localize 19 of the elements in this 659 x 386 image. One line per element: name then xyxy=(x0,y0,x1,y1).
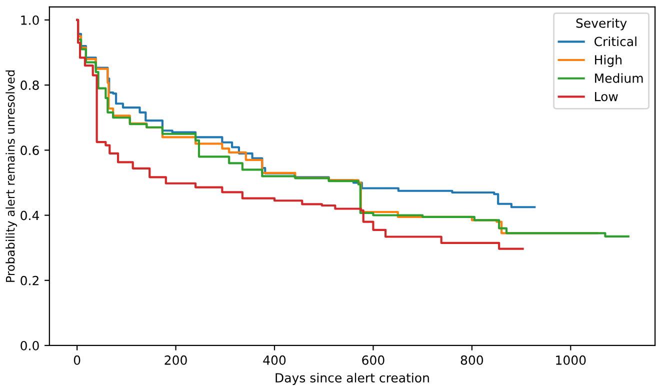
x-tick-label: 800 xyxy=(460,355,484,365)
x-tick-label: 0 xyxy=(74,355,80,365)
x-tick-label: 400 xyxy=(263,355,286,365)
y-tick-label: 0.4 xyxy=(20,210,39,220)
x-tick-label: 200 xyxy=(164,355,187,365)
y-tick-label: 0.0 xyxy=(20,340,39,350)
x-axis-title: Days since alert creation xyxy=(276,372,429,385)
legend-label: Medium xyxy=(595,73,643,83)
x-tick-label: 600 xyxy=(362,355,384,365)
y-tick-label: 1.0 xyxy=(21,15,39,25)
legend-label: Critical xyxy=(594,36,636,46)
y-tick-label: 0.8 xyxy=(20,80,39,90)
x-tick-label: 1000 xyxy=(556,355,586,365)
legend-title: Severity xyxy=(576,18,627,30)
y-tick-label: 0.2 xyxy=(20,276,38,286)
y-tick-label: 0.6 xyxy=(20,146,39,156)
legend-label: High xyxy=(595,54,622,67)
y-axis-title: Probability alert remains unresolved xyxy=(6,70,18,282)
legend-label: Low xyxy=(595,92,618,102)
